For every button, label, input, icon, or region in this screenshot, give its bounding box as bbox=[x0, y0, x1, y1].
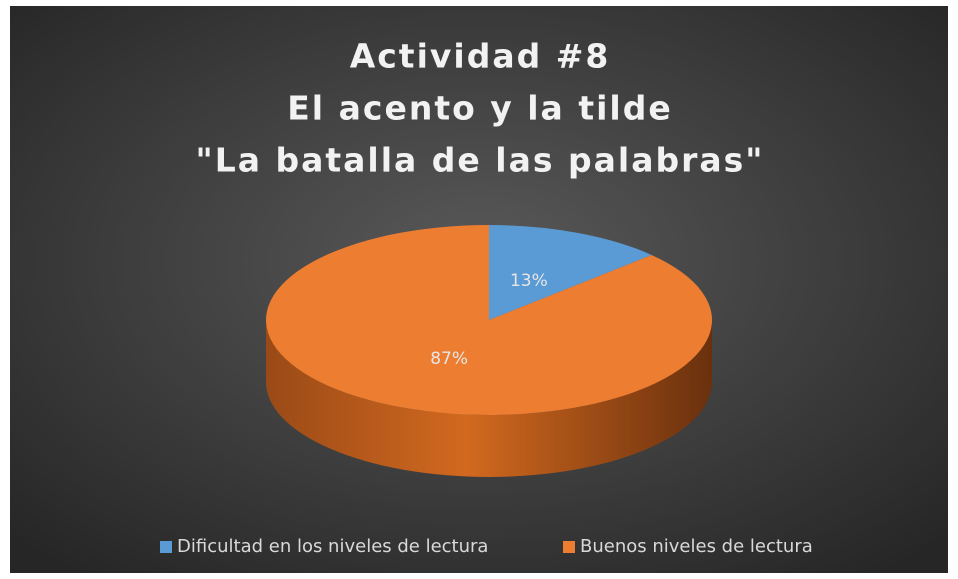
chart-title: Actividad #8 bbox=[350, 37, 611, 76]
data-label: 87% bbox=[430, 349, 468, 369]
data-label: 13% bbox=[510, 271, 548, 291]
legend-label: Buenos niveles de lectura bbox=[580, 536, 813, 557]
chart-title: El acento y la tilde bbox=[287, 89, 672, 128]
pie-slice bbox=[266, 225, 713, 415]
legend-swatch bbox=[563, 541, 575, 553]
legend-label: Dificultad en los niveles de lectura bbox=[177, 536, 488, 557]
pie-side bbox=[266, 320, 712, 477]
pie-slice bbox=[489, 225, 652, 320]
chart-title: "La batalla de las palabras" bbox=[196, 141, 765, 180]
legend-swatch bbox=[160, 541, 172, 553]
